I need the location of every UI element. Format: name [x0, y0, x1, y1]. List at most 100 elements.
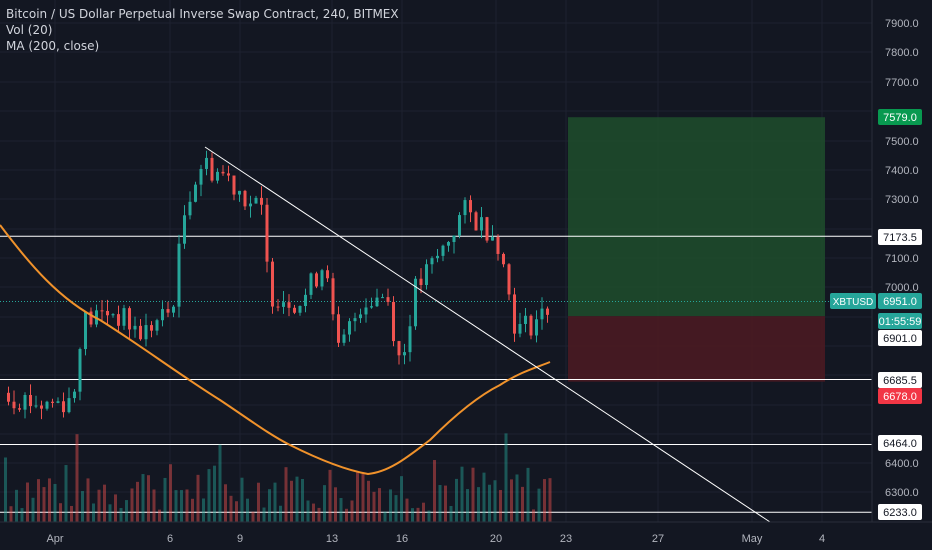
candle-body[interactable]	[491, 236, 494, 241]
candle-body[interactable]	[337, 314, 340, 343]
candle-body[interactable]	[502, 253, 505, 265]
candle-body[interactable]	[507, 264, 511, 295]
candle-body[interactable]	[18, 408, 21, 410]
candle-body[interactable]	[485, 217, 489, 241]
candle-body[interactable]	[67, 398, 71, 413]
stop-price-label[interactable]: 6678.0	[883, 391, 917, 403]
candle-body[interactable]	[56, 401, 60, 403]
candle-body[interactable]	[205, 157, 208, 169]
candle-body[interactable]	[397, 341, 401, 356]
candle-body[interactable]	[430, 258, 434, 265]
candle-body[interactable]	[348, 321, 351, 335]
candle-body[interactable]	[370, 306, 373, 308]
symbol-tag[interactable]: XBTUSD	[833, 297, 874, 308]
candle-body[interactable]	[183, 215, 186, 244]
candle-body[interactable]	[260, 197, 263, 205]
candle-body[interactable]	[144, 325, 148, 340]
candle-body[interactable]	[238, 190, 241, 195]
profit-zone[interactable]	[568, 117, 825, 317]
candle-body[interactable]	[73, 391, 76, 399]
countdown-label[interactable]: 01:55:59	[879, 316, 922, 328]
candle-body[interactable]	[78, 349, 82, 392]
candle-body[interactable]	[540, 308, 544, 320]
candle-body[interactable]	[172, 306, 175, 313]
candle-body[interactable]	[100, 310, 104, 312]
candle-body[interactable]	[150, 325, 153, 331]
candle-body[interactable]	[403, 352, 406, 356]
candle-body[interactable]	[40, 405, 43, 409]
candle-body[interactable]	[128, 308, 131, 330]
candle-body[interactable]	[265, 204, 269, 262]
candle-body[interactable]	[51, 401, 54, 403]
level-high-label[interactable]: 7173.5	[883, 232, 917, 244]
level-bottom-label[interactable]: 6233.0	[883, 507, 917, 519]
level-mid-label[interactable]: 6685.5	[883, 375, 917, 387]
candle-body[interactable]	[177, 243, 181, 307]
candle-body[interactable]	[122, 308, 126, 326]
candle-body[interactable]	[117, 314, 120, 326]
candle-body[interactable]	[463, 200, 467, 216]
candle-body[interactable]	[546, 308, 549, 315]
candle-body[interactable]	[359, 314, 362, 319]
candle-body[interactable]	[480, 217, 483, 231]
candle-body[interactable]	[331, 278, 335, 315]
candle-body[interactable]	[304, 294, 307, 307]
candle-body[interactable]	[254, 197, 258, 204]
candle-body[interactable]	[155, 320, 159, 331]
candle-body[interactable]	[84, 311, 87, 350]
candle-body[interactable]	[34, 405, 38, 407]
candle-body[interactable]	[45, 401, 49, 409]
candle-body[interactable]	[89, 311, 93, 325]
candle-body[interactable]	[529, 315, 533, 336]
candle-body[interactable]	[524, 315, 527, 325]
candle-body[interactable]	[447, 242, 450, 246]
candle-body[interactable]	[7, 392, 10, 402]
candle-body[interactable]	[342, 334, 346, 343]
candle-body[interactable]	[106, 310, 109, 316]
candle-body[interactable]	[293, 307, 296, 313]
candle-body[interactable]	[276, 306, 280, 308]
candle-body[interactable]	[452, 235, 456, 243]
candle-body[interactable]	[249, 203, 252, 207]
candle-body[interactable]	[221, 171, 225, 174]
candle-body[interactable]	[375, 297, 379, 307]
candle-body[interactable]	[188, 201, 192, 216]
moving-average-line[interactable]	[0, 224, 551, 476]
level-low-label[interactable]: 6464.0	[883, 438, 917, 450]
candle-body[interactable]	[408, 326, 412, 353]
candle-body[interactable]	[326, 270, 329, 279]
candle-body[interactable]	[436, 255, 439, 259]
candle-body[interactable]	[353, 318, 357, 322]
candle-body[interactable]	[12, 401, 16, 409]
candle-body[interactable]	[287, 302, 291, 308]
candle-body[interactable]	[243, 190, 247, 207]
last-price-label[interactable]: 6951.0	[883, 296, 917, 308]
candle-body[interactable]	[298, 306, 302, 313]
candle-body[interactable]	[29, 395, 32, 407]
entry-price-label[interactable]: 6901.0	[883, 333, 917, 345]
candle-body[interactable]	[513, 294, 516, 334]
candle-body[interactable]	[139, 325, 142, 340]
candle-body[interactable]	[469, 200, 472, 213]
candle-body[interactable]	[458, 215, 461, 236]
candle-body[interactable]	[161, 309, 164, 321]
candle-body[interactable]	[271, 261, 274, 307]
candle-body[interactable]	[364, 307, 368, 315]
candle-body[interactable]	[194, 184, 197, 202]
candle-body[interactable]	[309, 273, 313, 295]
candle-body[interactable]	[282, 302, 285, 307]
candle-body[interactable]	[23, 395, 27, 410]
target-price-label[interactable]: 7579.0	[883, 112, 917, 124]
candle-body[interactable]	[414, 278, 417, 327]
legend-title[interactable]: Bitcoin / US Dollar Perpetual Inverse Sw…	[6, 7, 399, 21]
legend-ma[interactable]: MA (200, close)	[6, 39, 100, 53]
candle-body[interactable]	[535, 319, 538, 336]
candle-body[interactable]	[315, 273, 318, 287]
candle-body[interactable]	[419, 278, 423, 286]
candle-body[interactable]	[111, 314, 115, 316]
candle-body[interactable]	[210, 157, 214, 181]
candle-body[interactable]	[227, 173, 230, 176]
descending-trendline[interactable]	[204, 146, 771, 523]
candle-body[interactable]	[199, 168, 203, 185]
